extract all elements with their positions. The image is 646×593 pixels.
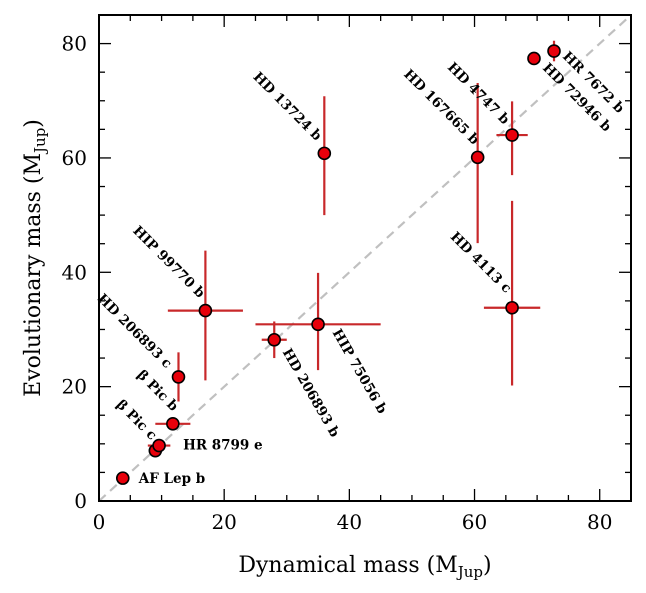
point-label: HD 206893 c xyxy=(94,291,175,372)
data-point xyxy=(115,471,130,485)
x-tick-label: 80 xyxy=(587,510,612,534)
one-to-one-line-layer xyxy=(98,14,632,502)
x-tick-label: 20 xyxy=(211,510,236,534)
data-point xyxy=(171,370,186,384)
y-tick-label: 0 xyxy=(74,489,87,513)
tick-layer: 0 20 40 60 80 0 20 40 60 80 xyxy=(62,14,632,534)
data-point xyxy=(527,51,541,66)
data-point xyxy=(470,150,485,165)
y-tick-label: 60 xyxy=(62,146,87,170)
y-axis-title-sub: Jup xyxy=(31,128,49,155)
point-label: HR 8799 e xyxy=(183,438,263,454)
data-point xyxy=(505,128,519,142)
data-point xyxy=(505,300,519,315)
point-label: HIP 99770 b xyxy=(129,223,208,302)
data-point xyxy=(152,438,166,453)
y-tick-label: 40 xyxy=(62,260,87,284)
data-point xyxy=(267,332,282,347)
marker-layer xyxy=(115,44,561,485)
data-point xyxy=(166,417,180,431)
x-tick-label: 60 xyxy=(462,510,487,534)
point-label: HD 206893 b xyxy=(279,346,343,440)
y-axis-title-close: ) xyxy=(21,119,46,128)
y-tick-label: 20 xyxy=(62,375,87,399)
point-label: HD 13724 b xyxy=(250,69,325,144)
x-tick-label: 0 xyxy=(93,510,106,534)
point-label: β Pic c xyxy=(113,397,160,444)
y-axis-title-main: Evolutionary mass (M xyxy=(21,153,46,397)
y-tick-label: 80 xyxy=(62,32,87,56)
point-label: HIP 75056 b xyxy=(329,326,390,416)
data-point xyxy=(317,146,332,161)
x-axis-title-sub: Jup xyxy=(456,563,483,581)
x-axis-title-main: Dynamical mass (M xyxy=(238,553,457,578)
x-axis-title-close: ) xyxy=(483,553,492,578)
data-point xyxy=(547,44,561,58)
x-tick-label: 40 xyxy=(337,510,362,534)
plot-frame xyxy=(98,14,632,502)
point-label: AF Lep b xyxy=(138,471,205,487)
x-axis-title: Dynamical mass (MJup) xyxy=(238,553,491,581)
data-point xyxy=(198,303,213,318)
point-label: HD 4113 c xyxy=(447,229,515,297)
y-axis-title: Evolutionary mass (MJup) xyxy=(21,119,49,397)
one-to-one-line xyxy=(98,14,632,502)
data-point xyxy=(311,317,325,332)
